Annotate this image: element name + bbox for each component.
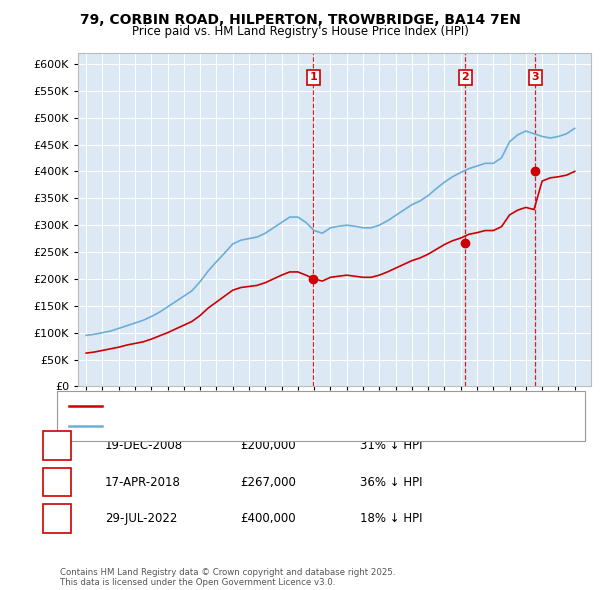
Text: 31% ↓ HPI: 31% ↓ HPI	[360, 439, 422, 452]
Text: Price paid vs. HM Land Registry's House Price Index (HPI): Price paid vs. HM Land Registry's House …	[131, 25, 469, 38]
Text: 2: 2	[53, 476, 61, 489]
Text: 3: 3	[53, 512, 61, 525]
Text: 1: 1	[310, 73, 317, 82]
Text: Contains HM Land Registry data © Crown copyright and database right 2025.
This d: Contains HM Land Registry data © Crown c…	[60, 568, 395, 587]
Text: 1: 1	[53, 439, 61, 452]
Text: 29-JUL-2022: 29-JUL-2022	[105, 512, 178, 525]
Text: 79, CORBIN ROAD, HILPERTON, TROWBRIDGE, BA14 7EN (detached house): 79, CORBIN ROAD, HILPERTON, TROWBRIDGE, …	[107, 401, 497, 411]
Text: HPI: Average price, detached house, Wiltshire: HPI: Average price, detached house, Wilt…	[107, 421, 346, 431]
Text: 2: 2	[461, 73, 469, 82]
Text: £267,000: £267,000	[240, 476, 296, 489]
Text: 19-DEC-2008: 19-DEC-2008	[105, 439, 183, 452]
Text: £400,000: £400,000	[240, 512, 296, 525]
Text: 17-APR-2018: 17-APR-2018	[105, 476, 181, 489]
Text: £200,000: £200,000	[240, 439, 296, 452]
Text: 18% ↓ HPI: 18% ↓ HPI	[360, 512, 422, 525]
Text: 36% ↓ HPI: 36% ↓ HPI	[360, 476, 422, 489]
Text: 3: 3	[532, 73, 539, 82]
Text: 79, CORBIN ROAD, HILPERTON, TROWBRIDGE, BA14 7EN: 79, CORBIN ROAD, HILPERTON, TROWBRIDGE, …	[80, 13, 520, 27]
